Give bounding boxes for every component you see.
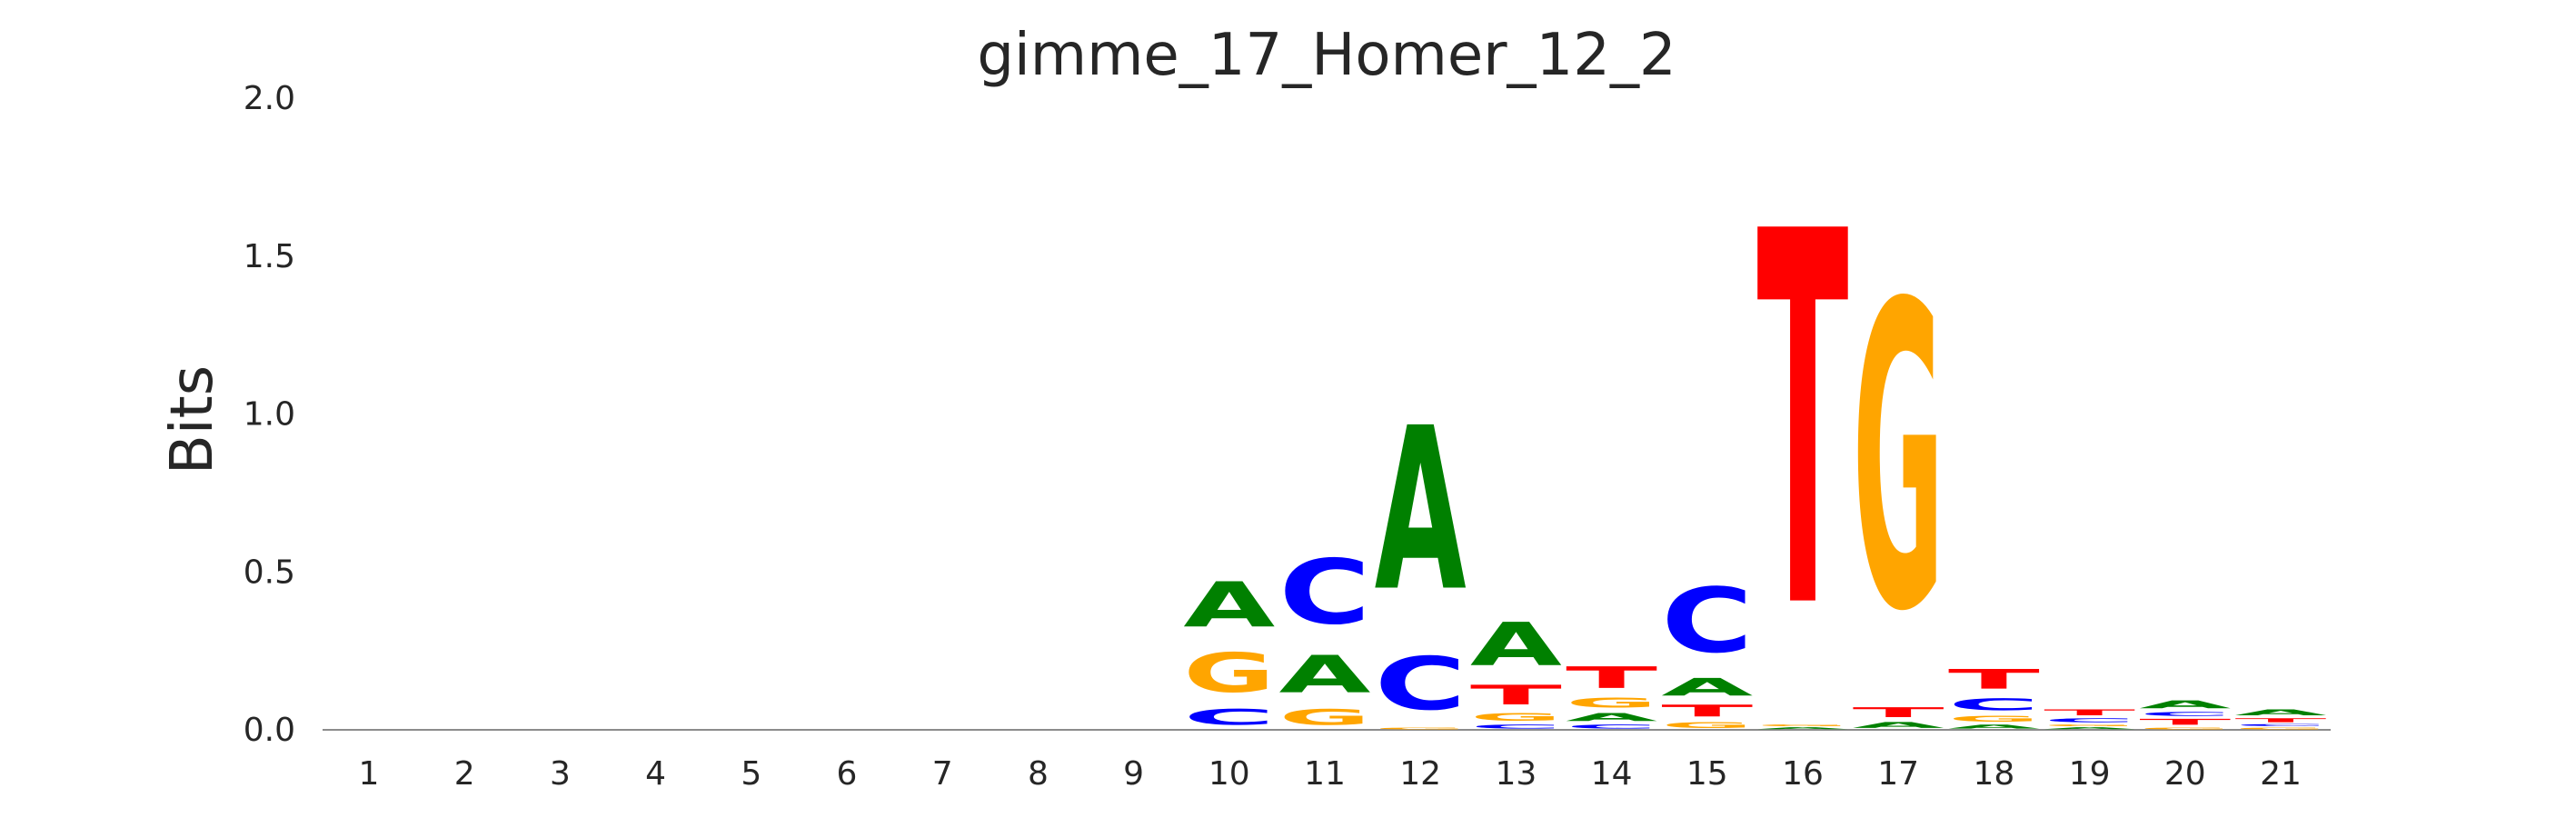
logo-letter-a: A [1853,721,1945,730]
logo-letter-g: G [1279,704,1371,730]
logo-letter-g: G [1183,642,1275,704]
logo-letter-a: A [1183,569,1275,642]
x-tick-label: 15 [1686,755,1728,793]
chart-title: gimme_17_Homer_12_2 [977,22,1676,89]
logo-letter-a: A [1661,673,1753,702]
x-tick-label: 5 [741,755,761,793]
x-tick-label: 2 [454,755,475,793]
x-tick-label: 8 [1028,755,1049,793]
y-tick-label: 1.5 [244,238,295,275]
logo-letter-t: T [1853,704,1944,720]
logo-letter-g: G [1853,216,1944,703]
logo-letter-g: G [1757,723,1849,726]
logo-letter-c: C [1375,642,1467,727]
logo-letter-c: C [1566,723,1657,730]
logo-letter-a: A [2139,698,2231,711]
y-tick-label: 1.0 [244,396,295,434]
logo-letter-c: C [2235,723,2327,726]
logo-letter-t: T [1566,661,1657,695]
logo-letter-c: C [1948,695,2040,714]
logo-letter-t: T [2044,708,2135,717]
x-tick-label: 6 [837,755,858,793]
x-tick-label: 7 [932,755,953,793]
y-tick-label: 2.0 [244,80,295,117]
logo-letter-a: A [1948,723,2041,730]
x-tick-label: 16 [1782,755,1824,793]
logo-letter-a: A [1375,380,1467,641]
x-tick-label: 13 [1495,755,1537,793]
y-axis-title: Bits [159,365,226,474]
logo-letter-t: T [1948,663,2040,694]
logo-letter-c: C [1661,570,1753,673]
logo-letter-t: T [1757,125,1850,723]
y-tick-label: 0.0 [244,712,295,749]
x-tick-label: 20 [2164,755,2206,793]
logo-letter-g: G [1470,711,1562,723]
y-tick-label: 0.5 [244,554,295,591]
logo-letter-c: C [2044,717,2135,723]
x-tick-label: 10 [1208,755,1250,793]
logo-letter-a: A [2044,727,2135,730]
x-tick-label: 3 [550,755,571,793]
logo-letter-c: C [1183,704,1275,730]
logo-letter-g: G [1375,727,1467,730]
logo-letter-c: C [1279,541,1371,644]
logo-letter-c: C [1470,723,1562,730]
logo-letter-g: G [2139,727,2231,730]
x-tick-label: 17 [1877,755,1919,793]
logo-letter-g: G [1566,695,1657,711]
x-tick-label: 4 [645,755,666,793]
logo-letter-t: T [1661,702,1753,721]
logo-letter-c: C [2139,711,2231,717]
y-axis-ticks: 0.0 0.5 1.0 1.5 2.0 [244,80,295,749]
logo-letter-t: T [2139,717,2231,726]
logo-letter-stacks: CGAGACGCACGTACAGTGTACAGTATGAGCTAGCTGTCAG… [1183,125,2327,730]
x-axis-ticks: 1 2 3 4 5 6 7 8 9 10 11 12 13 14 15 16 17 18 19 20 21 [359,755,2302,793]
x-tick-label: 1 [359,755,380,793]
logo-letter-g: G [1948,714,2040,723]
x-tick-label: 19 [2069,755,2111,793]
logo-letter-a: A [2235,708,2328,717]
x-tick-label: 18 [1973,755,2014,793]
logo-letter-a: A [1757,727,1849,730]
x-tick-label: 21 [2260,755,2302,793]
logo-letter-g: G [2235,727,2327,730]
x-tick-label: 14 [1591,755,1633,793]
logo-letter-g: G [1661,721,1753,730]
logo-letter-g: G [2044,723,2135,726]
logo-letter-t: T [1470,680,1562,711]
logo-letter-a: A [1279,644,1371,704]
logo-letter-a: A [1470,611,1562,680]
logo-letter-a: A [1566,711,1657,723]
x-tick-label: 9 [1123,755,1144,793]
logo-letter-t: T [2235,717,2327,723]
x-tick-label: 11 [1304,755,1346,793]
x-tick-label: 12 [1399,755,1441,793]
